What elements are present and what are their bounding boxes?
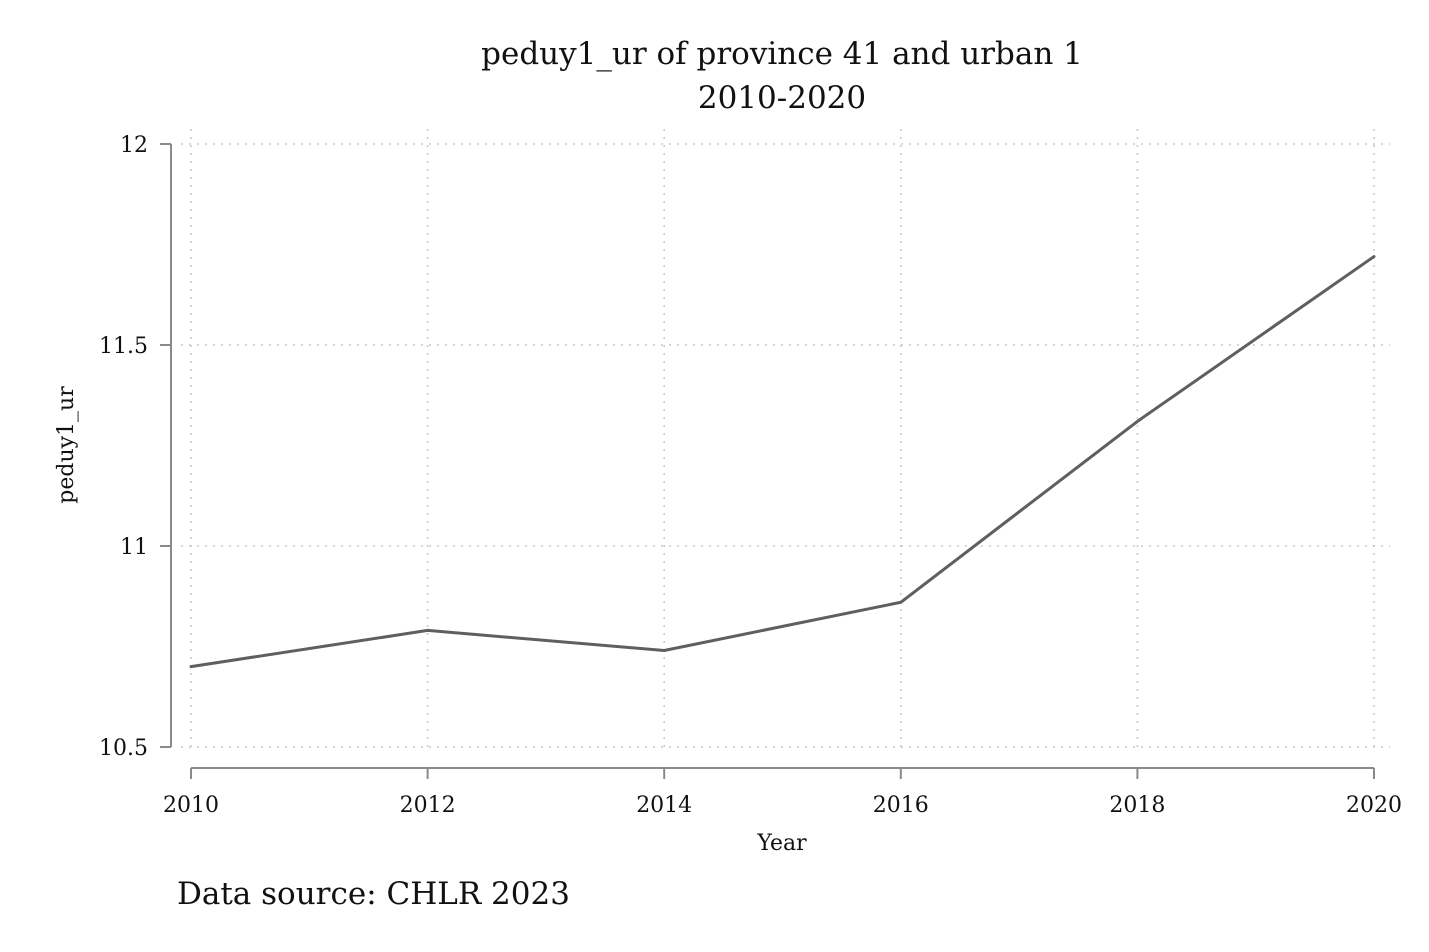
y-axis-title: peduy1_ur	[54, 386, 79, 504]
chart-title: peduy1_ur of province 41 and urban 1	[481, 36, 1083, 72]
y-tick-label: 10.5	[99, 736, 148, 761]
source-note: Data source: CHLR 2023	[177, 876, 570, 912]
x-tick-label: 2018	[1109, 793, 1165, 818]
x-tick-label: 2014	[636, 793, 692, 818]
x-tick-label: 2016	[873, 793, 929, 818]
y-tick-label: 11.5	[99, 334, 148, 359]
grid-lines	[181, 129, 1390, 748]
series-layer	[189, 255, 1376, 669]
y-tick-label: 12	[120, 133, 148, 158]
x-axis-ticks: 2010 2012 2014 2016 2018 2020	[163, 768, 1402, 818]
x-tick-label: 2020	[1346, 793, 1402, 818]
x-tick-label: 2012	[400, 793, 456, 818]
y-axis-ticks: 10.5 11 11.5 12	[99, 133, 171, 761]
y-tick-label: 11	[120, 535, 148, 560]
chart-subtitle: 2010-2020	[698, 80, 866, 116]
x-axis-title: Year	[756, 831, 807, 856]
series-line	[189, 255, 1376, 669]
x-tick-label: 2010	[163, 793, 219, 818]
